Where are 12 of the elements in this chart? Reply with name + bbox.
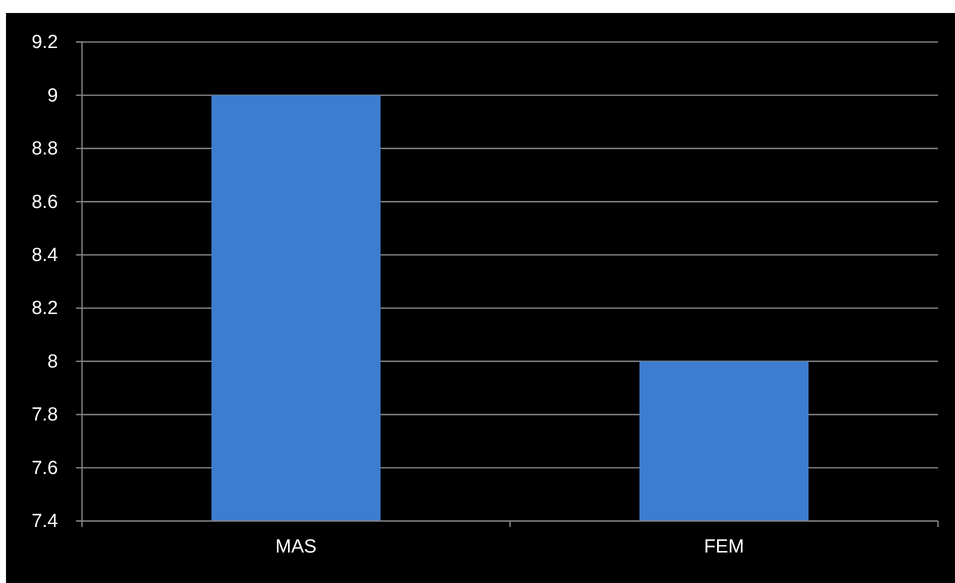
y-tick-label: 7.8 (32, 404, 58, 426)
y-tick-label: 8.2 (32, 298, 58, 320)
y-tick-label: 7.6 (32, 458, 58, 479)
x-tick-label: FEM (704, 536, 744, 558)
y-tick-label: 9 (47, 85, 58, 106)
y-tick-label: 8 (47, 351, 58, 372)
y-tick-label: 9.2 (32, 32, 58, 54)
y-tick-label: 8.6 (32, 192, 58, 213)
x-tick-label: MAS (275, 536, 317, 558)
y-tick-label: 8.4 (32, 244, 58, 266)
y-tick-label: 7.4 (32, 511, 58, 532)
y-tick-label: 8.8 (32, 138, 58, 160)
